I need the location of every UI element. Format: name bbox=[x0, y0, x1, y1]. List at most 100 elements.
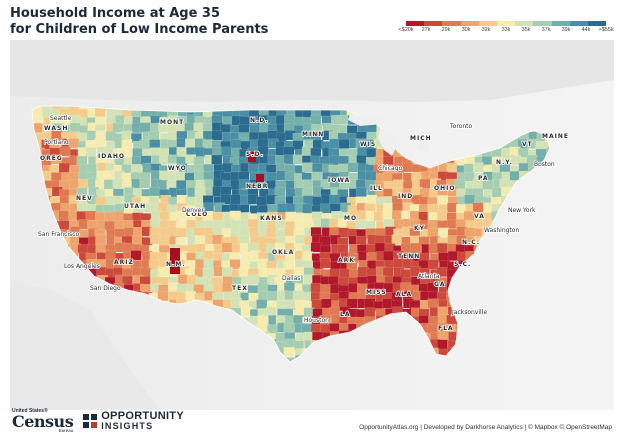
county-cell[interactable] bbox=[545, 141, 556, 151]
county-cell[interactable] bbox=[221, 242, 233, 253]
us-choropleth-map[interactable]: WASH OREG IDAHO MONT N.D. S.D. NEBR KANS OKLA ARI… bbox=[10, 40, 614, 410]
county-cell[interactable] bbox=[419, 178, 431, 189]
county-cell[interactable] bbox=[337, 114, 349, 125]
county-cell[interactable] bbox=[212, 234, 223, 245]
county-cell[interactable] bbox=[329, 194, 341, 205]
county-cell[interactable] bbox=[356, 187, 367, 197]
county-cell[interactable] bbox=[238, 179, 250, 190]
county-cell[interactable] bbox=[356, 210, 367, 221]
county-cell[interactable] bbox=[427, 323, 439, 334]
county-cell[interactable] bbox=[283, 347, 295, 357]
county-cell[interactable] bbox=[284, 357, 296, 367]
county-cell[interactable] bbox=[121, 139, 133, 150]
county-cell[interactable] bbox=[58, 162, 70, 173]
county-cell[interactable] bbox=[139, 178, 151, 189]
county-cell[interactable] bbox=[391, 210, 403, 221]
county-cell[interactable] bbox=[382, 172, 394, 183]
county-cell[interactable] bbox=[472, 162, 484, 173]
county-cell[interactable] bbox=[158, 266, 169, 277]
county-cell[interactable] bbox=[447, 251, 459, 261]
county-cell[interactable] bbox=[366, 148, 378, 158]
county-cell[interactable] bbox=[185, 291, 196, 302]
county-cell[interactable] bbox=[76, 202, 88, 213]
county-cell[interactable] bbox=[112, 122, 124, 133]
county-cell[interactable] bbox=[302, 203, 314, 214]
county-cell[interactable] bbox=[185, 138, 196, 149]
map-view[interactable]: WASH OREG IDAHO MONT N.D. S.D. NEBR KANS OKLA ARI… bbox=[10, 40, 614, 410]
county-cell[interactable] bbox=[203, 258, 215, 269]
county-cell[interactable] bbox=[427, 219, 439, 230]
county-cell[interactable] bbox=[166, 226, 178, 237]
county-cell[interactable] bbox=[364, 307, 376, 318]
county-cell[interactable] bbox=[220, 186, 232, 197]
county-cell[interactable] bbox=[365, 170, 377, 181]
county-cell[interactable] bbox=[266, 227, 277, 238]
county-cell[interactable] bbox=[427, 298, 439, 309]
county-cell[interactable] bbox=[301, 291, 313, 302]
county-cell[interactable] bbox=[256, 196, 268, 207]
county-cell[interactable] bbox=[112, 178, 124, 189]
county-cell[interactable] bbox=[211, 130, 223, 141]
county-cell[interactable] bbox=[436, 210, 448, 221]
county-cell[interactable] bbox=[284, 171, 296, 182]
county-cell[interactable] bbox=[95, 243, 107, 254]
census-bureau-logo[interactable]: United States® Census Bureau bbox=[12, 409, 74, 434]
county-cell-highlight[interactable] bbox=[248, 152, 256, 162]
county-cell[interactable] bbox=[284, 299, 296, 310]
county-cell[interactable] bbox=[339, 268, 351, 279]
county-cell[interactable] bbox=[320, 284, 332, 294]
county-cell[interactable] bbox=[193, 170, 205, 181]
county-cell[interactable] bbox=[301, 323, 313, 334]
county-cell[interactable] bbox=[436, 243, 448, 253]
county-cell[interactable] bbox=[85, 147, 97, 158]
county-cell[interactable] bbox=[78, 178, 90, 189]
county-cell[interactable] bbox=[338, 139, 350, 149]
county-cell[interactable] bbox=[438, 227, 450, 238]
county-cell[interactable] bbox=[175, 171, 187, 182]
county-cell[interactable] bbox=[247, 163, 259, 174]
county-cell[interactable] bbox=[436, 195, 448, 206]
county-cell[interactable] bbox=[139, 122, 151, 133]
county-cell[interactable] bbox=[329, 138, 341, 149]
county-cell[interactable] bbox=[329, 155, 341, 166]
county-cell[interactable] bbox=[256, 299, 268, 310]
opportunity-insights-logo[interactable]: OPPORTUNITY INSIGHTS bbox=[83, 411, 184, 431]
county-cell[interactable] bbox=[310, 283, 322, 293]
county-cell[interactable] bbox=[410, 242, 422, 253]
county-cell[interactable] bbox=[265, 306, 277, 317]
county-cell[interactable] bbox=[211, 154, 223, 165]
county-cell[interactable] bbox=[267, 290, 279, 301]
county-cell[interactable] bbox=[159, 211, 171, 222]
county-cell[interactable] bbox=[221, 146, 232, 157]
county-cell[interactable] bbox=[437, 339, 448, 350]
county-cell[interactable] bbox=[230, 139, 242, 150]
county-cell[interactable] bbox=[249, 274, 261, 285]
county-cell[interactable] bbox=[312, 163, 323, 174]
county-cell[interactable] bbox=[240, 259, 252, 269]
county-cell[interactable] bbox=[130, 250, 142, 261]
county-cell[interactable] bbox=[112, 211, 124, 222]
county-cell[interactable] bbox=[472, 202, 484, 213]
county-cell[interactable] bbox=[58, 210, 70, 221]
county-cell[interactable] bbox=[85, 210, 97, 221]
county-cell[interactable] bbox=[159, 170, 170, 181]
county-cell[interactable] bbox=[149, 187, 160, 197]
county-cell-highlight[interactable] bbox=[170, 248, 180, 274]
county-cell[interactable] bbox=[301, 162, 313, 173]
county-cell[interactable] bbox=[238, 267, 250, 278]
county-cell-highlight[interactable] bbox=[256, 174, 264, 182]
county-cell[interactable] bbox=[284, 114, 295, 125]
county-cell[interactable] bbox=[347, 162, 359, 173]
county-cell[interactable] bbox=[366, 194, 378, 205]
county-cell[interactable] bbox=[229, 259, 241, 270]
county-cell[interactable] bbox=[320, 258, 331, 269]
county-cell[interactable] bbox=[310, 242, 322, 253]
county-cell[interactable] bbox=[427, 259, 439, 270]
county-cell[interactable] bbox=[310, 114, 322, 125]
county-cell[interactable] bbox=[382, 266, 394, 277]
county-cell[interactable] bbox=[383, 250, 394, 261]
county-cell[interactable] bbox=[58, 220, 70, 230]
county-cell[interactable] bbox=[202, 268, 214, 278]
county-cell[interactable] bbox=[230, 194, 242, 205]
county-cell[interactable] bbox=[139, 139, 151, 150]
